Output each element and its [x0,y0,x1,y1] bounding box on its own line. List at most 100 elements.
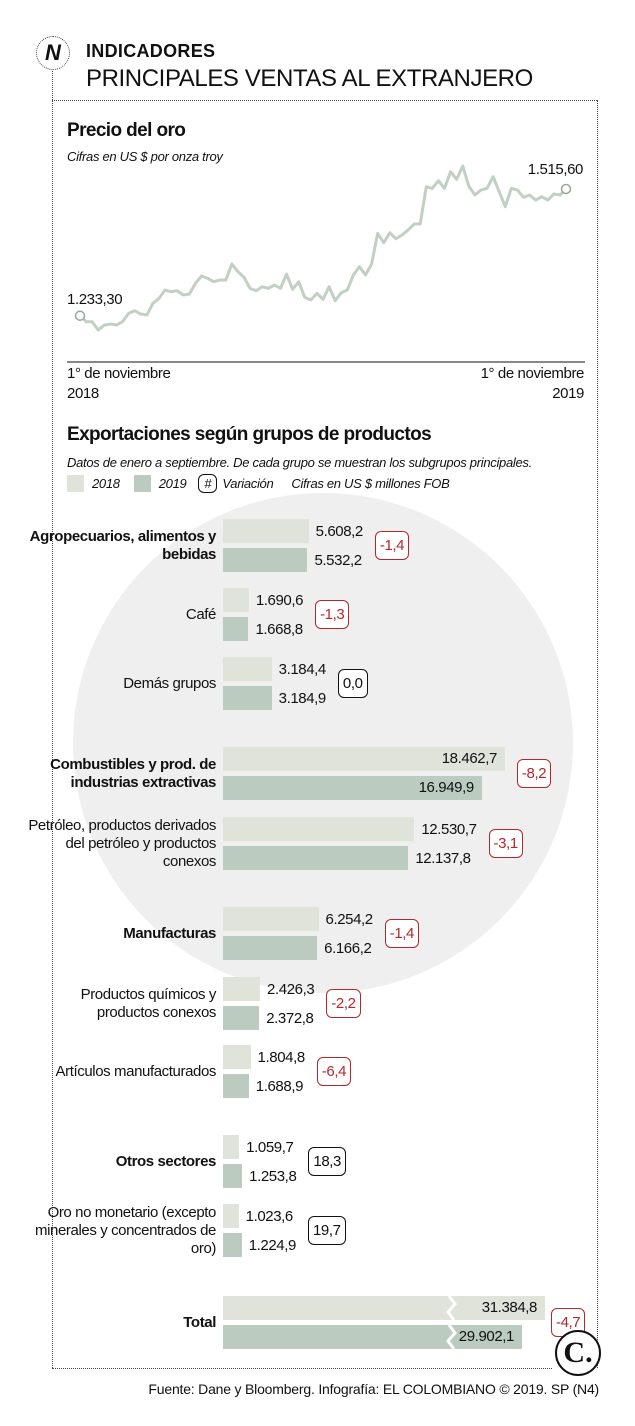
bar-value-2019: 1.688,9 [255,1077,304,1095]
headline: PRINCIPALES VENTAS AL EXTRANJERO [86,65,533,92]
bar-value-2019: 16.949,9 [418,779,475,796]
bar-2018 [223,977,261,1001]
variation-badge: -6,4 [316,1057,352,1086]
bar-2018 [223,657,272,681]
bar-pair: 2.426,3 2.372,8 -2,2 [223,977,361,1030]
bar-2019 [223,617,249,641]
bar-2019 [223,1164,243,1188]
source-footer: Fuente: Dane y Bloomberg. Infografía: EL… [148,1381,599,1397]
bar-2019 [223,1074,249,1098]
bar-value-2019: 2.372,8 [266,1009,314,1027]
row-label: Total [183,1313,216,1331]
row-label: Oro no monetario (excepto minerales y co… [35,1203,216,1257]
variation-badge: 18,3 [308,1147,346,1176]
bar-2018: 18.462,7 [223,747,505,771]
bar-value-2018: 18.462,7 [441,750,498,767]
bar-value-2018: 5.608,2 [315,522,364,540]
gold-price-line [78,164,568,332]
bar-value-2018: 1.059,7 [246,1138,294,1156]
axis-break-mark [446,1325,457,1349]
bar-value-2019: 3.184,9 [278,689,327,707]
variation-badge: -1,4 [374,531,410,560]
row-label: Demás grupos [123,674,216,692]
end-value-label: 1.515,60 [527,161,584,178]
bar-pair: 1.059,7 1.253,8 18,3 [223,1135,346,1188]
bar-value-2018: 1.023,6 [245,1207,294,1225]
bar-2019: 16.949,9 [223,776,482,800]
kicker: INDICADORES [86,41,216,61]
variation-badge: -1,4 [384,919,419,948]
legend: 2018 2019 # Variación Cifras en US $ mil… [67,474,450,493]
bar-2019 [223,686,272,710]
frame-border [52,1368,552,1369]
bar-2018: 31.384,8 [223,1296,545,1320]
legend-variation-box: # [198,474,218,493]
bar-value-2019: 6.166,2 [324,939,372,957]
bar-value-2019: 1.253,8 [249,1167,297,1185]
row-label: Otros sectores [115,1152,217,1170]
bar-pair: 1.023,6 1.224,9 19,7 [223,1204,346,1257]
bar-value-2018: 12.530,7 [421,820,477,838]
bar-value-2018: 1.690,6 [255,591,304,609]
x-end-line2: 2019 [552,385,584,402]
bar-value-2018: 1.804,8 [257,1048,306,1066]
legend-label-variation: Variación [222,476,274,491]
bar-value-2019: 12.137,8 [415,849,471,867]
x-start-label: 1° de noviembre 2018 [67,364,171,404]
bar-pair: 5.608,2 5.532,2 -1,4 [223,519,410,572]
x-start-line2: 2018 [67,385,99,402]
bar-2018 [223,1045,251,1069]
frame-border [597,100,598,1368]
bar-value-2018: 2.426,3 [267,980,315,998]
exports-chart-title: Exportaciones según grupos de productos [67,424,432,445]
legend-label-2019: 2019 [158,476,187,491]
bar-2018 [223,907,319,931]
bar-pair: 1.690,6 1.668,8 -1,3 [223,588,350,641]
bar-2018 [223,588,249,612]
bar-2019 [223,1006,260,1030]
exports-chart-subtitle: Datos de enero a septiembre. De cada gru… [67,455,532,470]
row-label: Agropecuarios, alimentos y bebidas [29,527,217,563]
bar-pair: 12.530,7 12.137,8 -3,1 [223,817,523,870]
legend-swatch-2018 [67,475,84,492]
variation-badge: 0,0 [337,669,368,698]
bar-value-2018: 3.184,4 [278,660,327,678]
bar-value-2019: 1.224,9 [248,1236,297,1254]
variation-badge: 19,7 [307,1216,346,1245]
bar-value-2018: 6.254,2 [325,910,374,928]
bar-2018 [223,519,309,543]
bar-value-2018: 31.384,8 [481,1299,538,1316]
bar-2019 [223,936,318,960]
row-label: Combustibles y prod. de industrias extra… [50,755,216,791]
start-value-label: 1.233,30 [67,291,123,308]
bar-pair: 1.804,8 1.688,9 -6,4 [223,1045,352,1098]
bar-value-2019: 5.532,2 [314,551,362,569]
bar-pair: 3.184,4 3.184,9 0,0 [223,657,368,710]
bar-2018 [223,1204,239,1228]
bar-pair: 31.384,8 29.902,1 -4,7 [223,1296,586,1349]
bar-2019 [223,1233,242,1257]
variation-badge: -8,2 [516,759,552,788]
gold-chart-title: Precio del oro [67,120,186,141]
row-label: Café [185,605,216,623]
bar-2019: 29.902,1 [223,1325,522,1349]
legend-label-2018: 2018 [92,476,120,491]
x-end-line1: 1° de noviembre [480,365,585,382]
legend-swatch-2019 [133,475,151,492]
variation-badge: -2,2 [326,989,361,1018]
legend-unit: Cifras en US $ millones FOB [291,476,450,491]
bar-2018 [223,817,415,841]
gold-chart-subtitle: Cifras en US $ por onza troy [67,149,223,164]
row-label: Artículos manufacturados [55,1062,217,1080]
frame-border [52,68,53,1368]
row-label: Manufacturas [123,924,216,942]
x-end-label: 1° de noviembre 2019 [480,364,585,404]
variation-badge: -3,1 [488,829,523,858]
bar-pair: 6.254,2 6.166,2 -1,4 [223,907,419,960]
gold-line-chart [67,164,585,363]
row-label: Productos químicos y productos conexos [80,985,217,1021]
bar-value-2019: 29.902,1 [458,1328,515,1345]
bar-2018 [223,1135,240,1159]
x-start-line1: 1° de noviembre [67,365,171,382]
bar-2019 [223,548,308,572]
